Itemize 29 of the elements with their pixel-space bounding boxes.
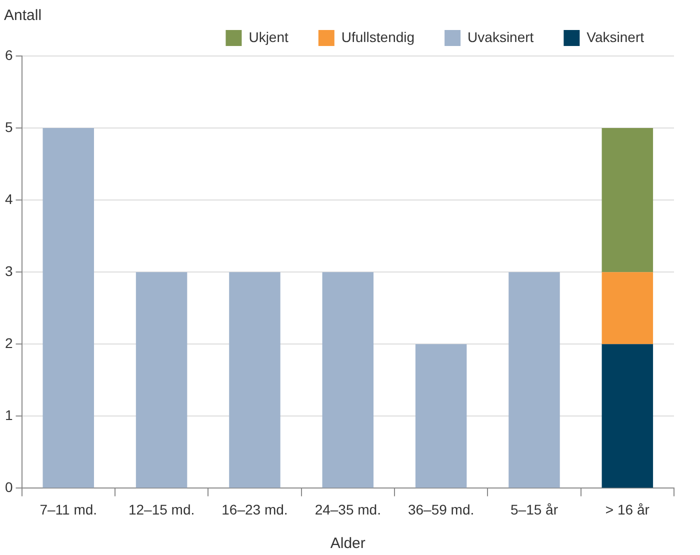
x-axis-title: Alder xyxy=(330,535,366,552)
bar xyxy=(415,344,467,488)
bar xyxy=(602,128,654,272)
x-tick-label: 16–23 md. xyxy=(222,501,288,518)
y-tick-label: 5 xyxy=(4,118,13,135)
legend-label: Ufullstendig xyxy=(341,28,415,45)
y-tick-label: 3 xyxy=(4,262,13,279)
x-tick-label: 7–11 md. xyxy=(40,501,98,518)
bar xyxy=(229,272,280,488)
bar xyxy=(136,272,188,488)
y-tick-label: 1 xyxy=(4,407,13,424)
bar xyxy=(42,128,94,488)
x-tick-label: > 16 år xyxy=(605,501,650,518)
y-tick-label: 2 xyxy=(4,334,13,351)
bar xyxy=(602,272,654,344)
x-tick-label: 5–15 år xyxy=(510,501,558,518)
y-tick-label: 0 xyxy=(4,479,13,496)
bar xyxy=(322,272,374,488)
x-tick-label: 36–59 md. xyxy=(408,501,474,518)
y-tick-label: 4 xyxy=(4,190,13,207)
x-tick-label: 12–15 md. xyxy=(128,501,195,518)
legend-label: Ukjent xyxy=(248,28,289,45)
x-tick-label: 24–35 md. xyxy=(314,501,381,518)
y-tick-label: 6 xyxy=(4,46,13,63)
legend-label: Uvaksinert xyxy=(468,28,534,45)
legend-label: Vaksinert xyxy=(586,28,644,45)
y-axis-title: Antall xyxy=(4,7,42,24)
bar xyxy=(602,344,654,488)
bar xyxy=(508,272,560,488)
